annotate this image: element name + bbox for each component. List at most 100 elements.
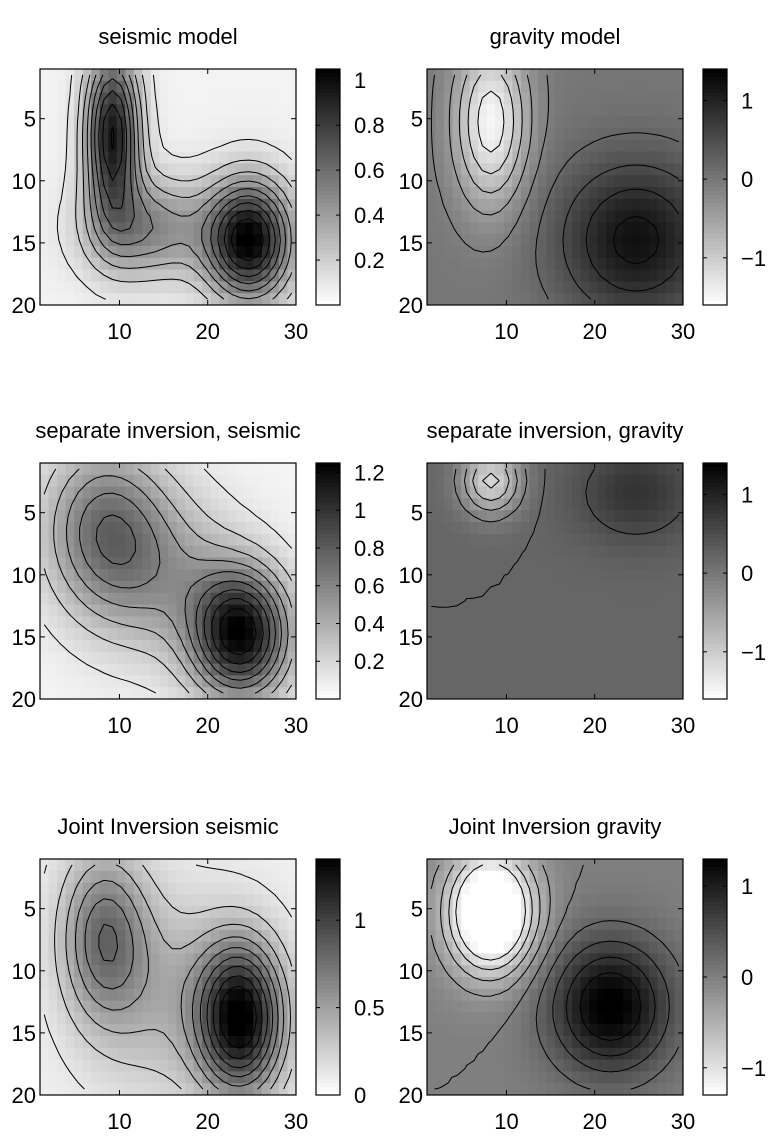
heat-cell xyxy=(555,151,565,164)
colorbar-step xyxy=(316,69,340,74)
heat-cell xyxy=(537,128,547,141)
colorbar-step xyxy=(703,1004,727,1010)
colorbar-step xyxy=(703,973,727,978)
colorbar-step xyxy=(703,1091,727,1096)
heat-cell xyxy=(65,977,75,990)
heat-cell xyxy=(572,1012,582,1025)
colorbar-step xyxy=(316,636,340,641)
heat-cell xyxy=(529,640,539,653)
heat-cell xyxy=(665,941,675,954)
colorbar-label: 0.6 xyxy=(354,158,385,183)
heat-cell xyxy=(435,941,445,954)
heat-cell xyxy=(435,104,445,117)
heat-cell xyxy=(555,859,565,872)
heat-cell xyxy=(529,498,539,511)
heat-cell xyxy=(674,1036,684,1049)
heat-cell xyxy=(435,965,445,978)
heat-cell xyxy=(193,1071,203,1084)
heat-cell xyxy=(623,92,633,105)
heat-cell xyxy=(640,234,650,247)
colorbar-step xyxy=(316,866,340,872)
heat-cell xyxy=(176,486,186,499)
heat-cell xyxy=(529,882,539,895)
contour-line xyxy=(472,468,510,502)
colorbar-step xyxy=(316,557,340,562)
heat-cell xyxy=(261,533,271,547)
heat-cell xyxy=(452,988,462,1002)
heat-cell xyxy=(99,929,109,943)
heat-cell xyxy=(91,1047,101,1061)
contour-line xyxy=(565,956,656,1057)
heat-cell xyxy=(495,281,505,294)
heat-cell xyxy=(202,616,212,629)
heat-cell xyxy=(520,870,530,884)
heat-cell xyxy=(193,882,203,895)
heat-cell xyxy=(529,1047,539,1061)
colorbar-step xyxy=(316,596,340,602)
heat-cell xyxy=(503,269,513,282)
heat-cell xyxy=(495,870,505,884)
heat-cell xyxy=(82,1071,92,1084)
heat-cell xyxy=(48,1024,58,1037)
heat-cell xyxy=(40,1071,50,1084)
heat-cell xyxy=(48,882,58,895)
heat-cell xyxy=(91,246,101,259)
heat-cell xyxy=(40,882,50,895)
heat-cell xyxy=(287,640,297,653)
heat-cell xyxy=(589,474,599,488)
heat-cell xyxy=(168,1047,178,1061)
heat-cell xyxy=(185,92,195,105)
heat-cell xyxy=(48,953,58,966)
heat-cell xyxy=(444,92,454,105)
heat-cell xyxy=(606,557,616,570)
heat-cell xyxy=(57,687,67,700)
heat-cell xyxy=(210,1012,220,1025)
heat-cell xyxy=(572,988,582,1002)
heat-cell xyxy=(287,557,297,570)
heat-cell xyxy=(537,234,547,247)
heat-cell xyxy=(82,906,92,919)
heat-cell xyxy=(244,116,254,129)
heat-cell xyxy=(623,533,633,547)
heat-cell xyxy=(555,557,565,570)
heat-cell xyxy=(193,92,203,105)
heat-cell xyxy=(142,1036,152,1049)
heat-cell xyxy=(478,906,488,919)
heat-cell xyxy=(452,234,462,247)
heat-cell xyxy=(176,929,186,943)
heat-cell xyxy=(40,139,50,153)
heat-cell xyxy=(469,69,479,82)
heat-cell xyxy=(572,581,582,594)
heat-cell xyxy=(287,1012,297,1025)
heat-cell xyxy=(597,1047,607,1061)
heat-cell xyxy=(210,870,220,884)
heat-cell xyxy=(244,628,254,641)
heat-cell xyxy=(261,104,271,117)
heat-cell xyxy=(563,859,573,872)
heat-cell xyxy=(150,198,160,212)
heat-cell xyxy=(74,293,84,306)
heat-cell xyxy=(674,941,684,954)
heat-cell xyxy=(452,651,462,665)
heat-cell xyxy=(546,498,556,511)
colorbar-step xyxy=(316,482,340,488)
heat-cell xyxy=(133,104,143,117)
heat-cell xyxy=(537,651,547,665)
heat-cell xyxy=(82,198,92,212)
heat-cell xyxy=(40,104,50,117)
colorbar-step xyxy=(316,518,340,523)
heat-cell xyxy=(614,1024,624,1037)
heat-cell xyxy=(168,293,178,306)
heat-cell xyxy=(674,1059,684,1072)
heat-cell xyxy=(168,581,178,594)
heat-cell xyxy=(142,163,152,176)
heat-cell xyxy=(40,640,50,653)
heat-cell xyxy=(219,486,229,499)
heat-cell xyxy=(665,953,675,966)
colorbar-step xyxy=(316,949,340,954)
heat-cell xyxy=(512,569,522,582)
heat-cell xyxy=(236,1059,246,1072)
heat-cell xyxy=(74,128,84,141)
heat-cell xyxy=(478,651,488,665)
colorbar-step xyxy=(703,1047,727,1053)
